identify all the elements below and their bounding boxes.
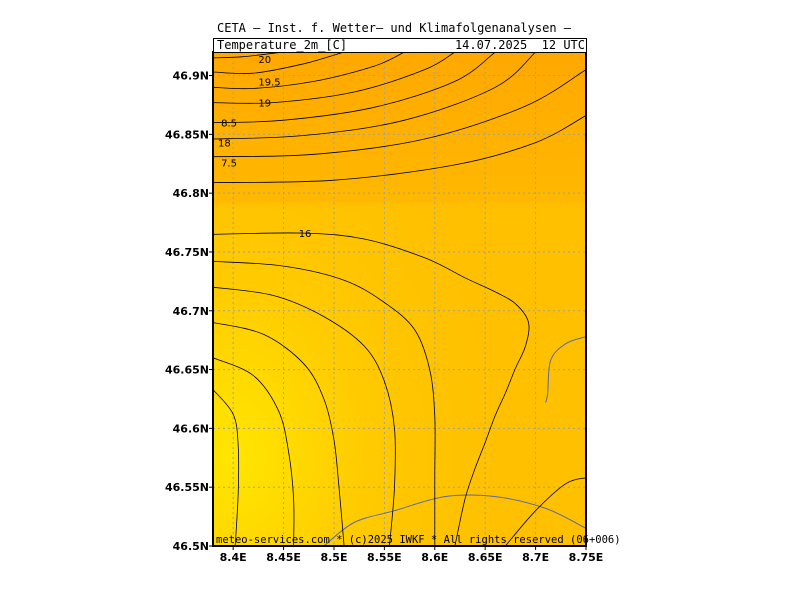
- x-tick-label: 8.5E: [320, 551, 347, 564]
- x-tick-label: 8.7E: [522, 551, 549, 564]
- x-tick-label: 8.6E: [421, 551, 448, 564]
- y-tick-label: 46.9N: [173, 70, 209, 83]
- header-field-name: Temperature_2m_[C]: [217, 38, 348, 52]
- footer-credit: meteo-services.com * (c)2025 IWKF * All …: [216, 534, 621, 546]
- isotherm-line: [213, 232, 530, 546]
- contour-label: 7.5: [221, 159, 237, 170]
- contour-label: 19: [258, 99, 271, 110]
- x-tick-label: 8.75E: [569, 551, 604, 564]
- isotherm-line: [213, 52, 456, 104]
- contour-label: 18: [218, 139, 231, 150]
- coastlines: [323, 336, 586, 546]
- isotherm-line: [213, 52, 536, 140]
- isotherm-line: [213, 115, 586, 183]
- y-tick-label: 46.55N: [165, 481, 209, 494]
- y-tick-label: 46.85N: [165, 128, 209, 141]
- isotherm-line: [213, 261, 436, 546]
- isotherm-line: [213, 286, 396, 546]
- isotherm-line: [213, 357, 295, 546]
- contour-label: 19.5: [258, 77, 280, 88]
- header-field-box: [213, 38, 587, 53]
- y-tick-label: 46.75N: [165, 246, 209, 259]
- y-tick-label: 46.7N: [173, 305, 209, 318]
- lat-lon-grid: [213, 52, 586, 546]
- x-tick-label: 8.4E: [220, 551, 247, 564]
- isotherm-line: [213, 52, 284, 59]
- x-tick-label: 8.45E: [266, 551, 301, 564]
- y-tick-label: 46.5N: [173, 540, 209, 553]
- x-axis-ticks: 8.4E 8.45E 8.5E 8.55E 8.6E 8.65E 8.7E 8.75E: [220, 546, 604, 564]
- temperature-field: 20 19.5 19 8.5 18 7.5 16: [213, 52, 586, 546]
- contour-label: 16: [299, 229, 312, 240]
- y-tick-label: 46.6N: [173, 422, 209, 435]
- isotherm-line: [213, 52, 405, 90]
- header-datetime: 14.07.2025 12 UTC: [454, 38, 585, 52]
- coastline: [323, 494, 586, 546]
- coastline: [545, 336, 586, 403]
- isotherm-line: [505, 477, 586, 546]
- isotherm-line: [213, 52, 345, 74]
- x-tick-label: 8.55E: [367, 551, 402, 564]
- contour-label: 8.5: [221, 119, 237, 130]
- header-institution: CETA — Inst. f. Wetter— und Klimafolgena…: [217, 21, 572, 35]
- contour-label: 20: [258, 55, 271, 66]
- isotherm-line: [213, 69, 586, 158]
- isotherm-line: [213, 389, 240, 546]
- isotherm-line: [213, 52, 496, 123]
- temperature-contours: [213, 52, 586, 546]
- x-tick-label: 8.65E: [468, 551, 503, 564]
- contour-labels: 20 19.5 19 8.5 18 7.5 16: [218, 55, 311, 240]
- y-axis-ticks: 46.5N 46.55N 46.6N 46.65N 46.7N 46.75N 46.8N 46…: [165, 70, 213, 553]
- y-tick-label: 46.8N: [173, 187, 209, 200]
- y-tick-label: 46.65N: [165, 364, 209, 377]
- isotherm-line: [213, 322, 345, 546]
